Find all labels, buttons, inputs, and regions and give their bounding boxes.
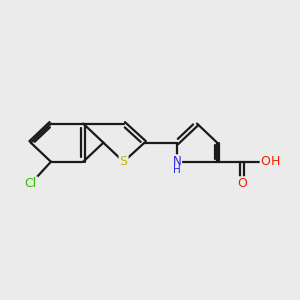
Text: O: O <box>261 155 271 168</box>
Text: H: H <box>271 155 280 168</box>
Text: N: N <box>172 155 181 168</box>
Text: S: S <box>120 155 128 168</box>
Text: O: O <box>237 177 247 190</box>
Text: Cl: Cl <box>25 177 37 190</box>
Text: H: H <box>173 165 181 175</box>
